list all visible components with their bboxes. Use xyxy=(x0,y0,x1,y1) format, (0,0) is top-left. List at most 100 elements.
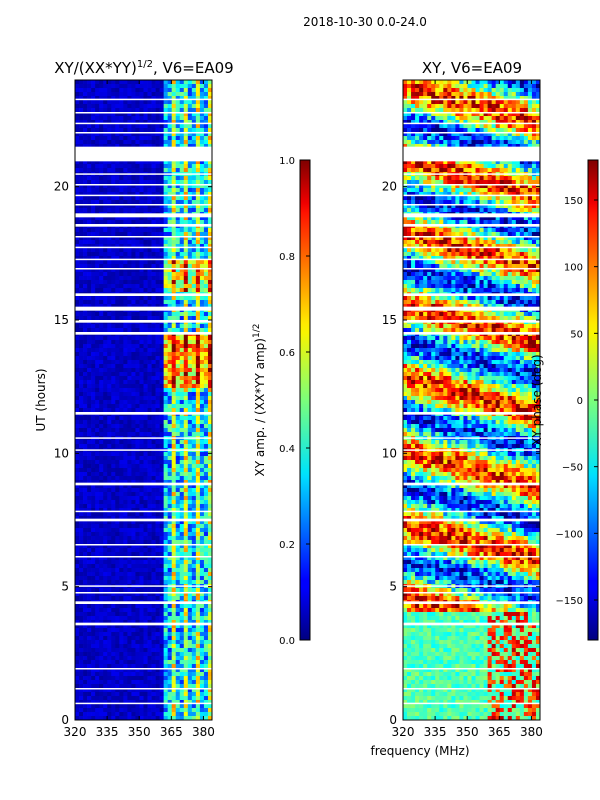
heatmap-cell xyxy=(151,508,156,513)
heatmap-cell xyxy=(187,240,193,245)
heatmap-cell xyxy=(75,552,80,557)
heatmap-cell xyxy=(143,88,148,93)
heatmap-cell xyxy=(187,160,193,165)
heatmap-cell xyxy=(103,592,108,597)
heatmap-cell xyxy=(183,244,189,249)
heatmap-cell xyxy=(151,192,156,197)
heatmap-cell xyxy=(199,136,205,141)
heatmap-cell xyxy=(87,232,92,237)
heatmap-cell xyxy=(95,452,100,457)
heatmap-cell xyxy=(155,248,160,253)
heatmap-cell xyxy=(199,572,205,577)
heatmap-cell xyxy=(179,180,185,185)
heatmap-cell xyxy=(187,248,193,253)
heatmap-cell xyxy=(99,636,104,641)
heatmap-cell xyxy=(171,336,177,341)
heatmap-cell xyxy=(99,440,104,445)
heatmap-cell xyxy=(155,500,160,505)
heatmap-cell xyxy=(131,128,136,133)
heatmap-cell xyxy=(163,364,169,369)
heatmap-cell xyxy=(103,380,108,385)
heatmap-cell xyxy=(79,664,84,669)
heatmap-cell xyxy=(119,356,124,361)
heatmap-cell xyxy=(139,324,144,329)
heatmap-cell xyxy=(179,80,185,85)
heatmap-cell xyxy=(123,660,128,665)
heatmap-cell xyxy=(207,376,213,381)
heatmap-cell xyxy=(183,168,189,173)
heatmap-cell xyxy=(151,424,156,429)
heatmap-cell xyxy=(151,456,156,461)
heatmap-cell xyxy=(143,116,148,121)
heatmap-cell xyxy=(83,108,88,113)
heatmap-cell xyxy=(147,288,152,293)
heatmap-cell xyxy=(115,496,120,501)
heatmap-cell xyxy=(107,384,112,389)
heatmap-cell xyxy=(159,348,164,353)
heatmap-cell xyxy=(207,536,213,541)
heatmap-cell xyxy=(87,512,92,517)
heatmap-cell xyxy=(79,572,84,577)
heatmap-cell xyxy=(179,344,185,349)
heatmap-cell xyxy=(199,272,205,277)
heatmap-cell xyxy=(99,456,104,461)
heatmap-cell xyxy=(95,552,100,557)
heatmap-cell xyxy=(179,112,185,117)
heatmap-cell xyxy=(75,280,80,285)
heatmap-cell xyxy=(79,340,84,345)
heatmap-cell xyxy=(207,628,213,633)
heatmap-cell xyxy=(203,396,209,401)
heatmap-cell xyxy=(199,216,205,221)
heatmap-cell xyxy=(179,564,185,569)
heatmap-cell xyxy=(167,108,173,113)
heatmap-cell xyxy=(115,532,120,537)
heatmap-cell xyxy=(163,336,169,341)
heatmap-cell xyxy=(139,116,144,121)
heatmap-cell xyxy=(187,180,193,185)
heatmap-cell xyxy=(155,604,160,609)
heatmap-cell xyxy=(147,428,152,433)
heatmap-cell xyxy=(167,444,173,449)
heatmap-cell xyxy=(87,648,92,653)
heatmap-cell xyxy=(119,348,124,353)
heatmap-cell xyxy=(159,628,164,633)
heatmap-cell xyxy=(167,296,173,301)
heatmap-cell xyxy=(155,316,160,321)
heatmap-cell xyxy=(151,548,156,553)
heatmap-cell xyxy=(167,404,173,409)
heatmap-cell xyxy=(183,352,189,357)
heatmap-cell xyxy=(159,160,164,165)
heatmap-cell xyxy=(147,628,152,633)
heatmap-cell xyxy=(191,404,197,409)
heatmap-cell xyxy=(167,312,173,317)
heatmap-cell xyxy=(171,232,177,237)
heatmap-cell xyxy=(115,572,120,577)
heatmap-cell xyxy=(151,524,156,529)
heatmap-cell xyxy=(87,400,92,405)
heatmap-cell xyxy=(131,200,136,205)
heatmap-cell xyxy=(175,100,181,105)
heatmap-cell xyxy=(107,528,112,533)
heatmap-cell xyxy=(115,544,120,549)
heatmap-cell xyxy=(183,596,189,601)
heatmap-cell xyxy=(119,400,124,405)
heatmap-cell xyxy=(135,260,140,265)
heatmap-cell xyxy=(87,540,92,545)
heatmap-cell xyxy=(111,128,116,133)
heatmap-cell xyxy=(131,100,136,105)
heatmap-cell xyxy=(191,524,197,529)
heatmap-cell xyxy=(103,256,108,261)
heatmap-cell xyxy=(203,104,209,109)
heatmap-cell xyxy=(135,128,140,133)
heatmap-cell xyxy=(107,644,112,649)
heatmap-cell xyxy=(123,484,128,489)
heatmap-cell xyxy=(179,560,185,565)
heatmap-cell xyxy=(139,96,144,101)
heatmap-cell xyxy=(139,84,144,89)
heatmap-cell xyxy=(167,660,173,665)
heatmap-cell xyxy=(175,116,181,121)
heatmap-cell xyxy=(83,508,88,513)
heatmap-cell xyxy=(175,496,181,501)
heatmap-cell xyxy=(91,512,96,517)
heatmap-cell xyxy=(91,572,96,577)
